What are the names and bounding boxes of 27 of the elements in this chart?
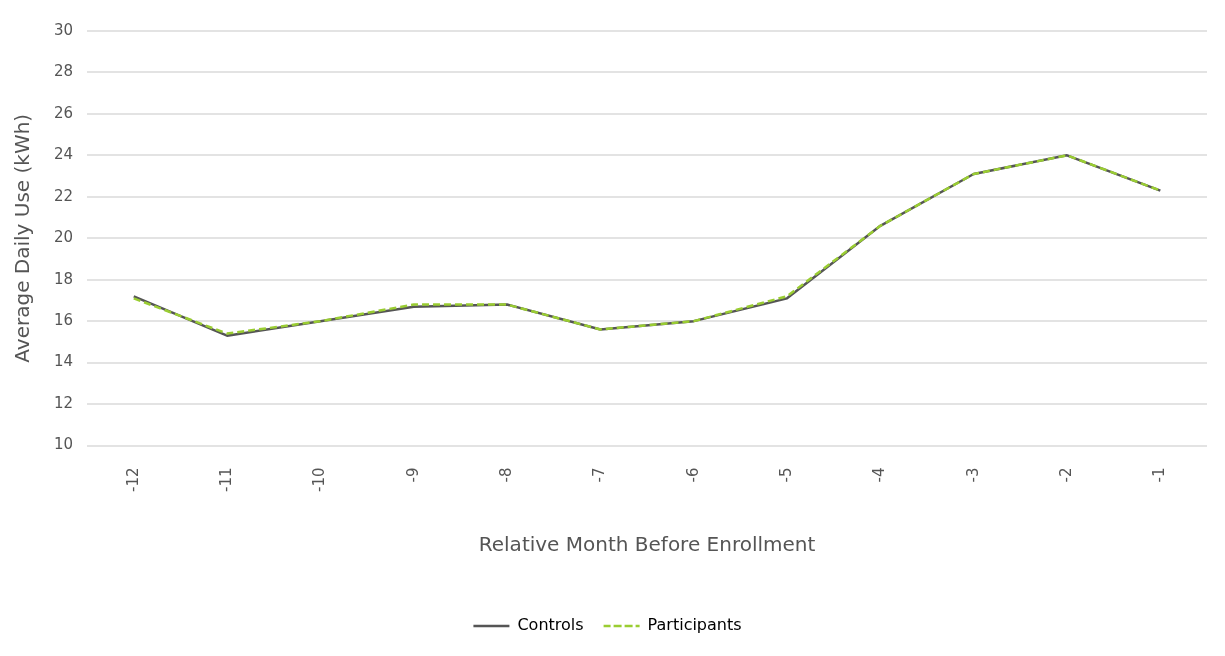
y-tick-label: 18 — [53, 269, 74, 288]
x-tick-label: -8 — [496, 467, 515, 483]
y-tick-label: 16 — [53, 311, 74, 330]
x-tick-label: -4 — [870, 467, 889, 483]
y-tick-label: 28 — [53, 62, 74, 81]
y-tick-label: 14 — [53, 352, 74, 371]
x-tick-label: -2 — [1056, 467, 1075, 483]
x-tick-label: -6 — [683, 467, 702, 483]
legend-label: Participants — [647, 615, 742, 635]
y-tick-label: 10 — [53, 435, 74, 454]
y-tick-label: 12 — [53, 393, 74, 412]
x-tick-label: -1 — [1150, 467, 1169, 483]
y-tick-label: 26 — [53, 103, 74, 122]
y-tick-label: 30 — [53, 20, 74, 39]
x-tick-label: -5 — [776, 467, 795, 483]
x-tick-label: -10 — [310, 467, 329, 492]
x-tick-label: -12 — [123, 467, 142, 492]
x-tick-label: -11 — [216, 467, 235, 492]
y-tick-label: 22 — [53, 186, 74, 205]
y-tick-label: 20 — [53, 228, 74, 247]
legend-label: Controls — [517, 615, 584, 635]
x-tick-label: -9 — [403, 467, 422, 483]
y-axis-title: Average Daily Use (kWh) — [10, 113, 35, 363]
x-tick-label: -7 — [590, 467, 609, 483]
y-tick-label: 24 — [53, 145, 74, 164]
x-axis-title: Relative Month Before Enrollment — [478, 532, 816, 557]
x-tick-label: -3 — [963, 467, 982, 483]
